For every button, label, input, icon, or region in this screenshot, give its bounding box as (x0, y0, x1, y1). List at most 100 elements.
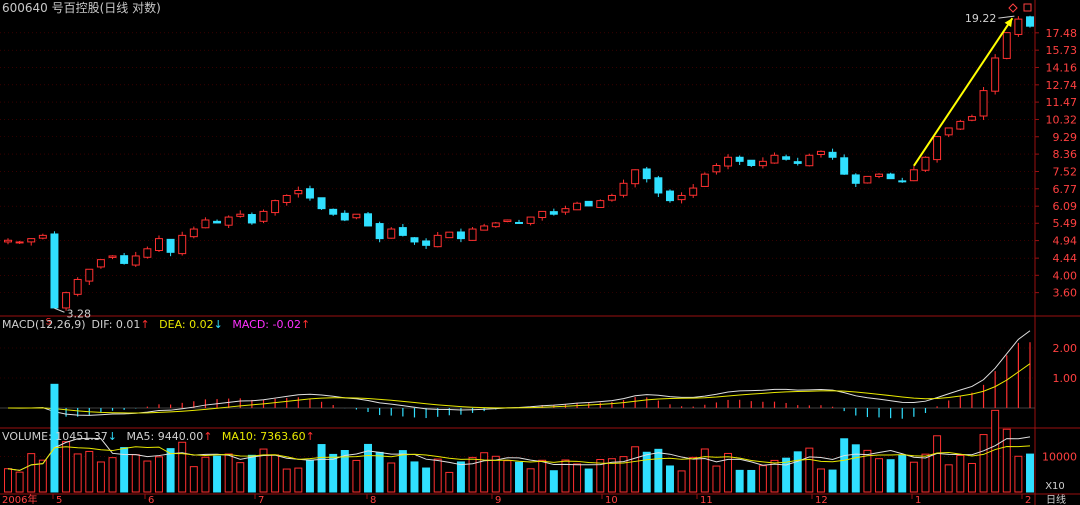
trend-arrow-head (1004, 18, 1013, 28)
volume-bar (445, 471, 454, 493)
candle (410, 237, 419, 243)
volume-bar (364, 443, 373, 493)
volume-arrow: ↓ (107, 430, 117, 443)
candle (724, 156, 733, 167)
candle (967, 116, 976, 121)
volume-ma5-arrow: ↑ (203, 430, 213, 443)
candle (201, 219, 210, 229)
candle (503, 219, 512, 223)
volume-bar (933, 435, 942, 493)
x-axis-label: 7 (258, 495, 264, 505)
candle (816, 150, 825, 156)
volume-bar (793, 451, 802, 493)
volume-bar (584, 468, 593, 493)
volume-bar (143, 460, 152, 493)
x-axis-label: 日线 (1046, 493, 1066, 505)
trend-arrow-line (913, 17, 1014, 167)
candle (422, 240, 431, 246)
volume-bar (724, 452, 733, 493)
volume-bar (38, 459, 47, 493)
candle (178, 234, 187, 255)
volume-bar (573, 463, 582, 493)
macd-dif-arrow: ↑ (140, 318, 150, 331)
candle (364, 213, 373, 227)
volume-label: VOLUME: 10451.37 (2, 430, 108, 443)
candle (1026, 16, 1034, 27)
volume-bar (166, 448, 175, 493)
candle (340, 212, 349, 221)
candle (596, 200, 605, 208)
x-axis-label: 10 (605, 495, 618, 505)
price-tick-label: 6.09 (1053, 200, 1078, 213)
candle (619, 182, 628, 196)
price-tick-label: 6.77 (1053, 183, 1078, 196)
candle (398, 227, 407, 236)
volume-bar (515, 461, 523, 493)
volume-bar (1002, 428, 1011, 493)
x-axis-label: 5 (56, 495, 62, 505)
candle (584, 200, 593, 207)
candle (305, 188, 314, 199)
volume-bar (840, 438, 849, 493)
volume-bar (224, 453, 233, 493)
candle (224, 216, 233, 226)
macd-axis-label: 1.00 (1053, 372, 1078, 385)
candle (15, 241, 24, 244)
candle (898, 180, 907, 183)
volume-bar (665, 465, 674, 493)
volume-bar (271, 454, 280, 493)
candle (27, 238, 36, 243)
chart-title: 600640 号百控股(日线 对数) (2, 1, 161, 15)
volume-bar (526, 468, 535, 493)
candle (38, 234, 47, 239)
candle (294, 189, 303, 195)
volume-bar (503, 460, 512, 493)
volume-bar (305, 459, 314, 493)
volume-bar (189, 466, 198, 493)
volume-bar (259, 448, 268, 493)
volume-bar (294, 467, 303, 493)
volume-bar (491, 455, 500, 493)
volume-bar (387, 462, 396, 493)
candle (875, 173, 884, 177)
volume-bar (15, 471, 24, 493)
candle (282, 194, 291, 203)
candle (735, 156, 744, 162)
volume-bar (944, 464, 953, 493)
price-tick-label: 12.74 (1046, 79, 1078, 92)
volume-ma10: MA10: 7363.60 (221, 430, 306, 443)
volume-bar (468, 456, 477, 493)
volume-bar (851, 444, 860, 493)
candle (677, 194, 686, 201)
candle (213, 220, 222, 224)
candle (886, 173, 895, 180)
candle (607, 194, 616, 201)
x-axis-label: 1 (915, 495, 921, 505)
volume-bar (398, 450, 407, 493)
volume-bar (538, 459, 547, 493)
candle (1002, 32, 1011, 59)
high-annotation: 19.22 (965, 12, 997, 25)
x-axis-label: 2006年 (2, 493, 37, 505)
candle (758, 160, 767, 167)
volume-bar (340, 450, 349, 493)
candle (85, 268, 94, 282)
volume-bar (410, 461, 419, 493)
candle (143, 248, 152, 258)
candle (770, 154, 779, 164)
candle (700, 173, 709, 187)
candle (538, 210, 547, 218)
volume-bar (689, 456, 698, 493)
price-tick-label: 10.32 (1046, 113, 1078, 126)
candle (247, 214, 256, 224)
x-axis-label: 11 (700, 495, 713, 505)
candle (642, 168, 651, 180)
macd-dif-line (7, 330, 1031, 416)
volume-bar (433, 458, 442, 493)
volume-bar (979, 434, 988, 493)
volume-bar (236, 462, 245, 493)
volume-ma5-line (7, 436, 1031, 471)
candle (526, 216, 535, 224)
price-tick-label: 14.16 (1046, 61, 1078, 74)
candle (863, 175, 872, 184)
